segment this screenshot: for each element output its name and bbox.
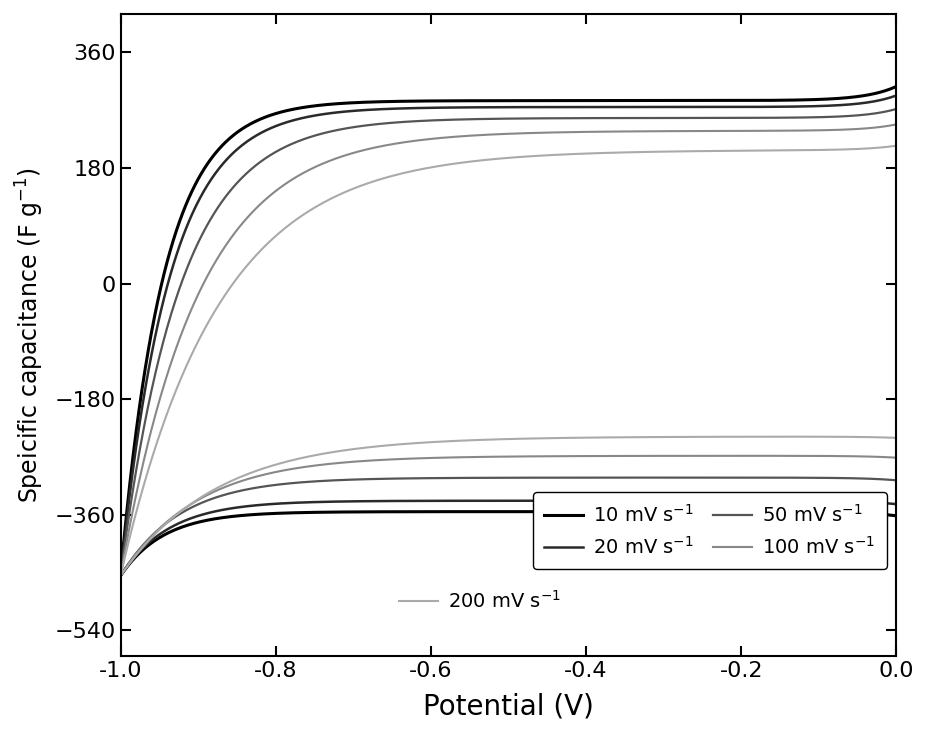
Legend: 200 mV s$^{-1}$: 200 mV s$^{-1}$ xyxy=(387,578,572,624)
Y-axis label: Speicific capacitance (F g$^{-1}$): Speicific capacitance (F g$^{-1}$) xyxy=(14,167,46,503)
X-axis label: Potential (V): Potential (V) xyxy=(423,692,593,720)
